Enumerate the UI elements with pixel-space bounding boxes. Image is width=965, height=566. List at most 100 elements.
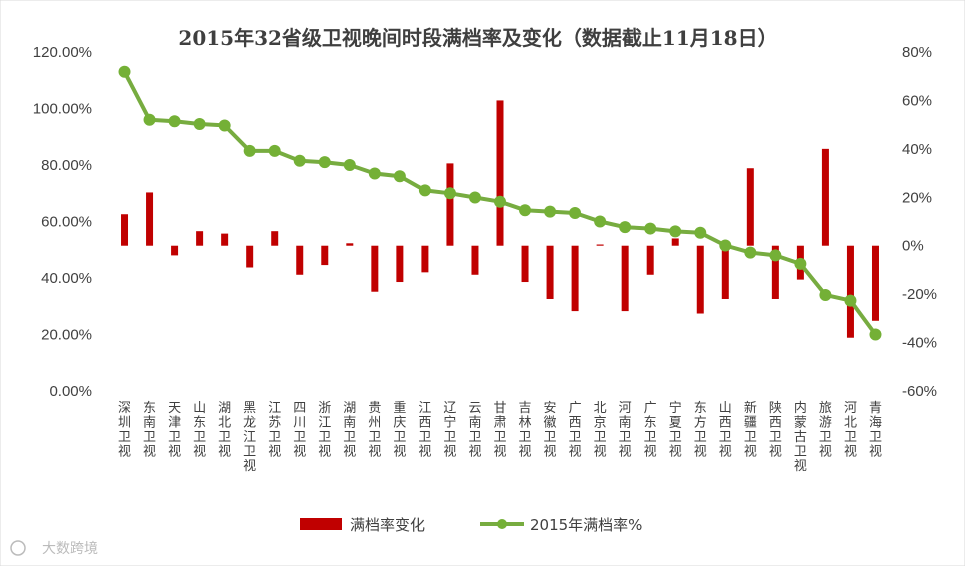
bar-mark: [271, 231, 279, 246]
line-point: [519, 204, 532, 217]
bar-mark: [396, 245, 404, 283]
bar-mark: [346, 243, 354, 246]
watermark-logo-icon: [10, 540, 26, 556]
line-point: [544, 205, 557, 218]
right-axis: -60% -40% -20% 0% 20% 40% 60% 80%: [902, 44, 937, 400]
bar-mark: [471, 245, 479, 275]
category-label: 旅游卫视: [819, 401, 832, 460]
line-point: [468, 191, 481, 204]
bar-mark: [771, 245, 779, 299]
bar-mark: [621, 245, 629, 312]
left-axis-tick-label: 100.00%: [33, 101, 92, 118]
right-axis-tick-label: -60%: [902, 383, 937, 400]
right-axis-tick-label: 80%: [902, 44, 932, 61]
category-label: 河南卫视: [619, 401, 632, 460]
right-axis-tick-label: 20%: [902, 189, 932, 206]
category-label: 贵州卫视: [368, 401, 381, 460]
bar-mark: [296, 245, 304, 275]
category-label: 安徽卫视: [544, 401, 557, 460]
bar-mark: [171, 245, 179, 256]
category-label: 辽宁卫视: [443, 401, 456, 460]
category-label: 四川卫视: [293, 401, 306, 460]
category-label: 江西卫视: [418, 401, 431, 460]
bar-mark: [496, 100, 504, 246]
bar-mark: [846, 245, 854, 338]
line-point: [418, 184, 431, 197]
line-point: [844, 294, 857, 307]
category-label: 甘肃卫视: [493, 401, 506, 460]
bar-mark: [371, 245, 379, 292]
line-point: [619, 221, 632, 234]
bar-mark: [321, 245, 329, 266]
legend-bar-label: 满档率变化: [350, 516, 425, 534]
line-point: [393, 170, 406, 183]
right-axis-tick-label: 40%: [902, 141, 932, 158]
legend-line-label: 2015年满档率%: [530, 516, 642, 534]
bar-mark: [821, 148, 829, 246]
line-point: [243, 144, 256, 157]
category-label: 山西卫视: [719, 401, 732, 460]
category-label: 重庆卫视: [393, 400, 406, 460]
line-point: [443, 187, 456, 200]
line-point: [819, 288, 832, 301]
category-axis: 深圳卫视东南卫视天津卫视山东卫视湖北卫视黑龙江卫视江苏卫视四川卫视浙江卫视湖南卫…: [118, 400, 882, 474]
line-point: [293, 154, 306, 167]
bar-mark: [671, 238, 679, 246]
bar-mark: [546, 245, 554, 299]
category-label: 浙江卫视: [318, 401, 331, 460]
category-label: 湖北卫视: [218, 401, 231, 460]
chart-title: 2015年32省级卫视晚间时段满档率及变化（数据截止11月18日）: [178, 26, 777, 50]
line-point: [368, 167, 381, 180]
legend-bar-swatch: [300, 518, 342, 530]
line-point: [719, 239, 732, 252]
line-point: [143, 113, 156, 126]
category-label: 内蒙古卫视: [794, 400, 807, 474]
left-axis: 0.00% 20.00% 40.00% 60.00% 80.00% 100.00% 120.…: [33, 44, 92, 400]
right-axis-tick-label: 0%: [902, 238, 924, 255]
line-point: [644, 222, 657, 235]
bar-mark: [721, 245, 729, 299]
category-label: 湖南卫视: [343, 401, 356, 460]
category-label: 广西卫视: [569, 401, 582, 460]
category-label: 天津卫视: [168, 401, 181, 460]
bar-mark: [746, 168, 754, 246]
category-label: 青海卫视: [869, 401, 882, 460]
category-label: 黑龙江卫视: [243, 401, 256, 474]
line-point: [268, 144, 281, 157]
category-label: 山东卫视: [193, 401, 206, 460]
left-axis-tick-label: 40.00%: [41, 270, 92, 287]
bar-mark: [121, 214, 129, 246]
category-label: 江苏卫视: [268, 401, 281, 460]
left-axis-tick-label: 120.00%: [33, 44, 92, 61]
category-label: 北京卫视: [594, 401, 607, 460]
bar-mark: [646, 245, 654, 275]
line-point: [669, 225, 682, 238]
category-label: 吉林卫视: [519, 401, 532, 460]
right-axis-tick-label: -20%: [902, 286, 937, 303]
bar-mark: [221, 233, 229, 246]
bar-series: [121, 100, 879, 338]
line-point: [494, 195, 506, 208]
category-label: 东南卫视: [143, 401, 156, 460]
category-label: 宁夏卫视: [669, 400, 682, 460]
category-label: 新疆卫视: [744, 400, 757, 460]
bar-mark: [596, 244, 604, 246]
line-point: [794, 257, 807, 270]
left-axis-tick-label: 80.00%: [41, 157, 92, 174]
line-series: [118, 65, 882, 341]
left-axis-tick-label: 0.00%: [49, 383, 92, 400]
right-axis-tick-label: -40%: [902, 335, 937, 352]
legend: 满档率变化 2015年满档率%: [300, 516, 642, 534]
bar-mark: [521, 245, 529, 283]
line-point: [193, 118, 206, 131]
bar-mark: [246, 245, 254, 268]
bar-mark: [146, 192, 154, 246]
bar-mark: [421, 245, 429, 273]
line-point: [168, 115, 181, 128]
bar-mark: [446, 163, 454, 246]
category-label: 广东卫视: [644, 401, 657, 460]
line-point: [343, 159, 356, 171]
watermark: 大数跨境: [10, 540, 98, 557]
